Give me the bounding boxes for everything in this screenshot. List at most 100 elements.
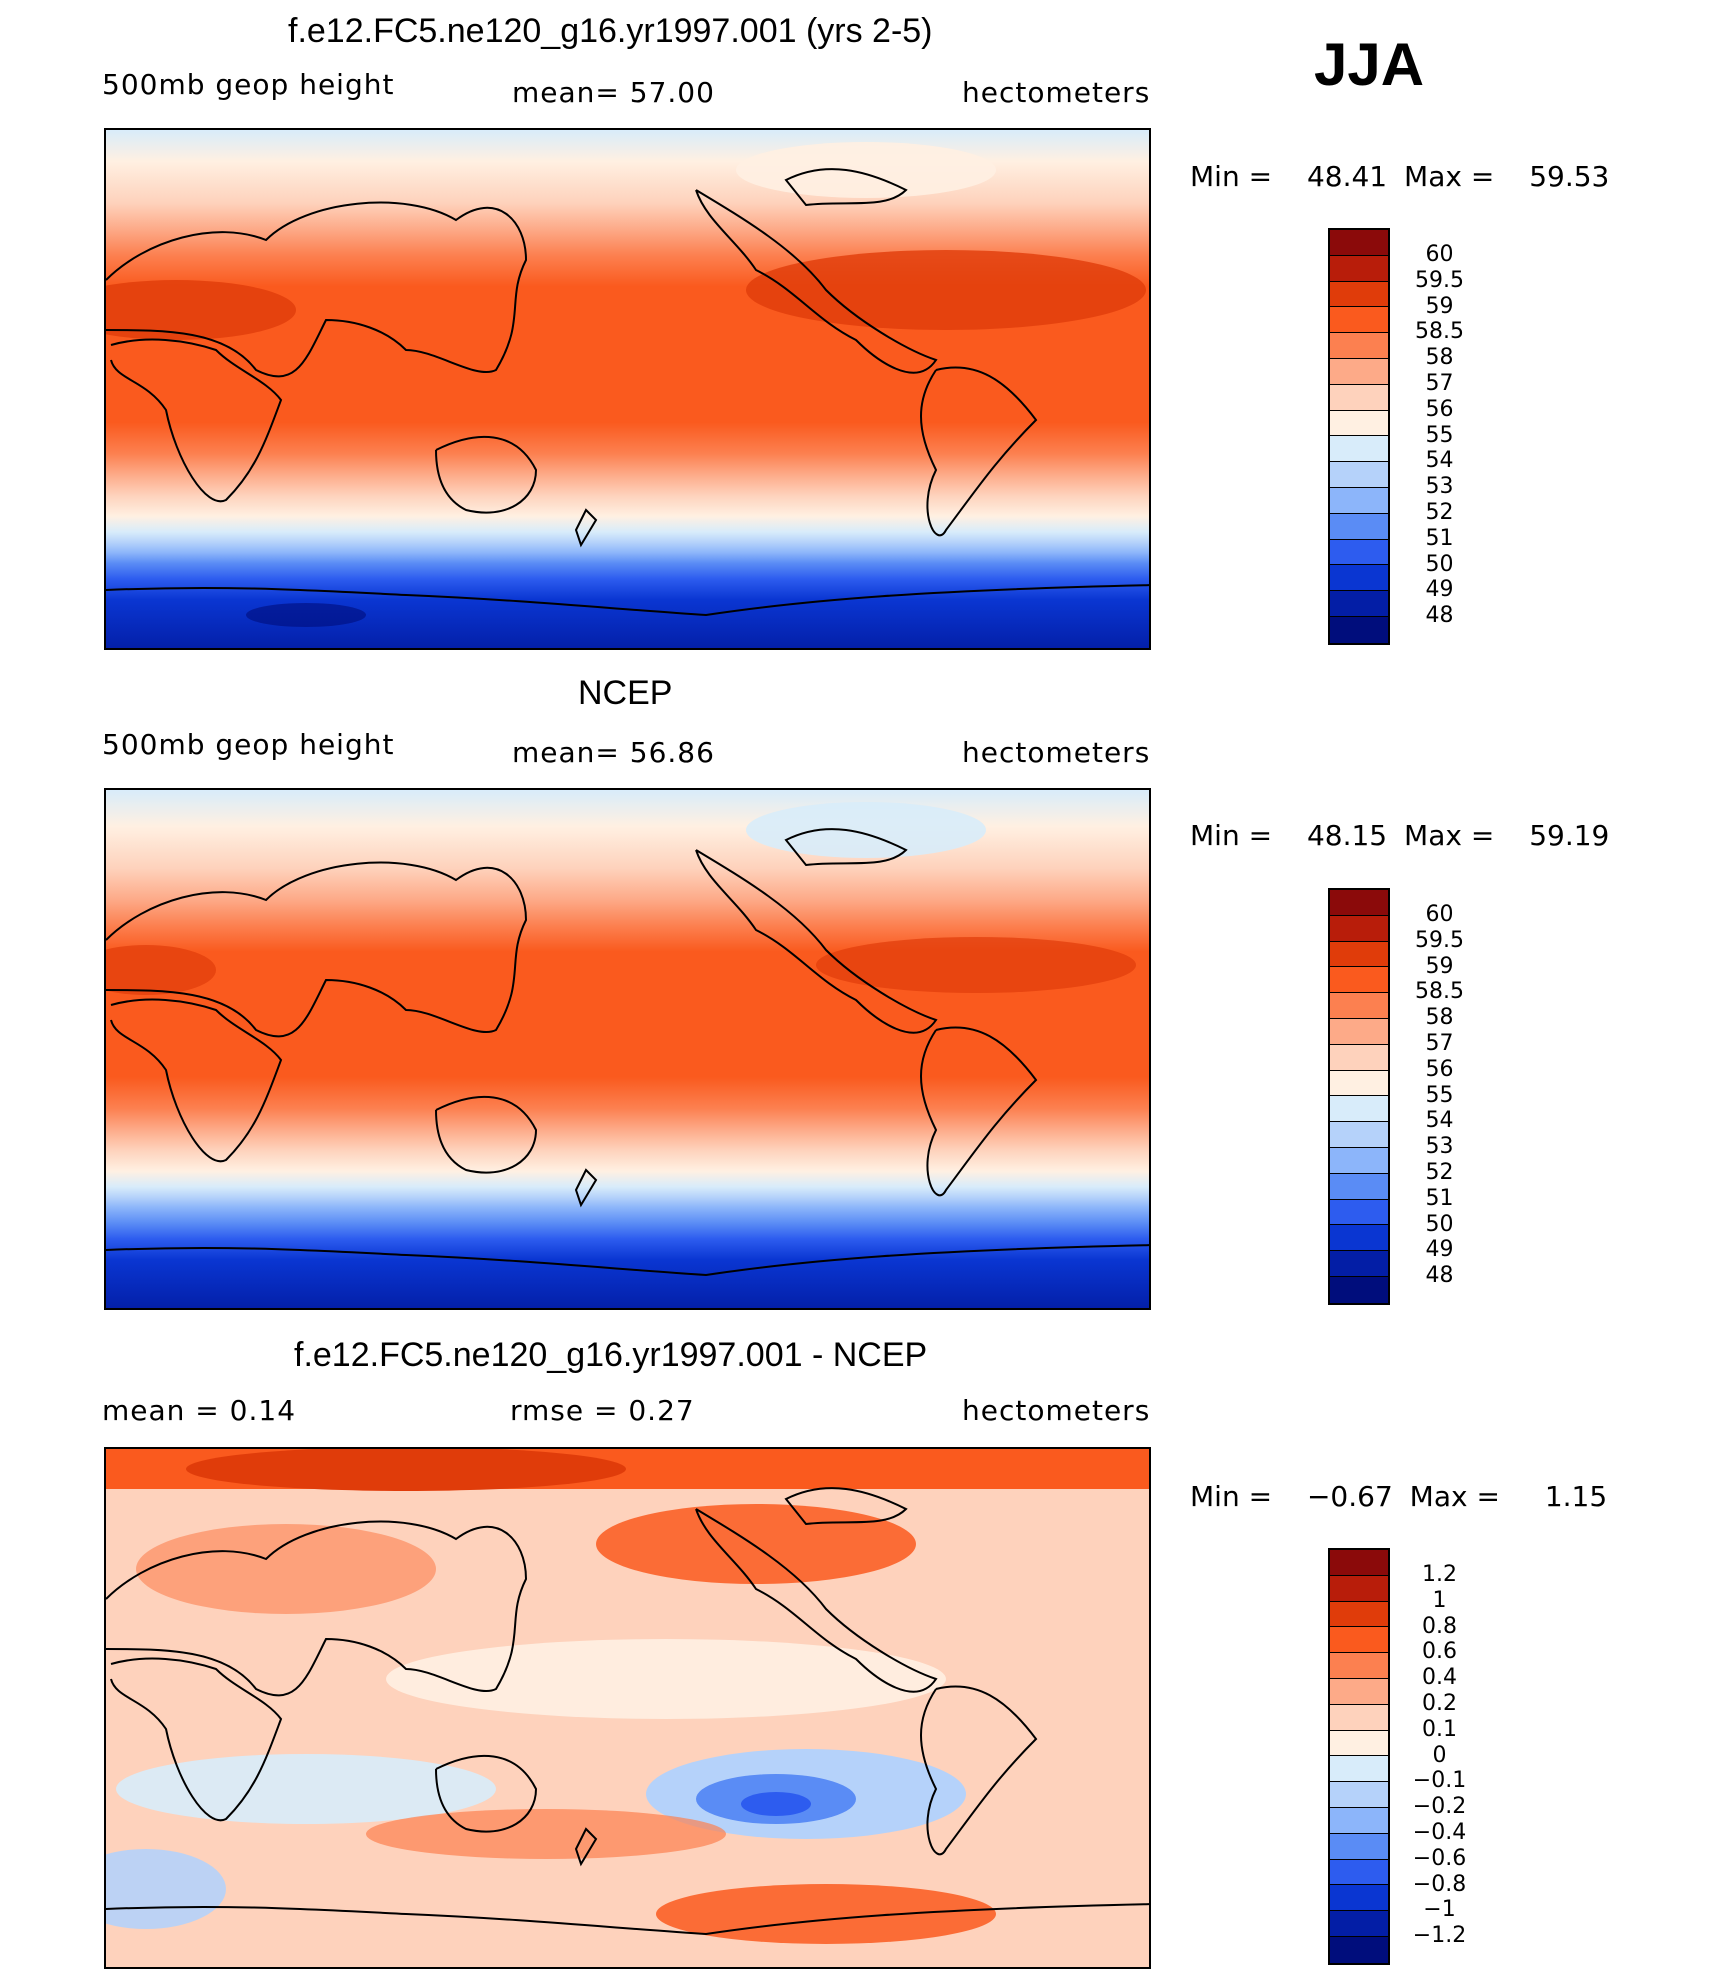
colorbar-swatch bbox=[1330, 281, 1388, 308]
colorbar-swatch bbox=[1330, 1653, 1388, 1679]
colorbar-tick-label: −0.2 bbox=[1412, 1794, 1467, 1820]
high-pressure-atlantic bbox=[816, 937, 1136, 993]
colorbar-swatch bbox=[1330, 384, 1388, 411]
colorbar-tick-label: 58.5 bbox=[1415, 319, 1464, 345]
colorbar-tick-label: 58 bbox=[1425, 1005, 1454, 1031]
colorbar-swatch bbox=[1330, 462, 1388, 488]
colorbar-tick-label: 0.4 bbox=[1422, 1665, 1457, 1691]
colorbar-swatch bbox=[1330, 230, 1388, 256]
colorbar-swatch bbox=[1330, 307, 1388, 334]
colorbar-tick-label: 50 bbox=[1425, 1211, 1454, 1237]
colorbar-swatch bbox=[1330, 1833, 1388, 1860]
south-pacific-core bbox=[741, 1792, 811, 1816]
panel-obs-title: NCEP bbox=[578, 674, 673, 712]
indian-ocean-cool bbox=[116, 1754, 496, 1824]
colorbar-tick-label: 59 bbox=[1425, 953, 1454, 979]
colorbar-tick-label: 0 bbox=[1432, 1742, 1447, 1768]
high-pressure-africa bbox=[106, 280, 296, 340]
colorbar-tick-label: −0.4 bbox=[1412, 1820, 1467, 1845]
colorbar-swatch bbox=[1330, 333, 1388, 359]
colorbar-swatch bbox=[1330, 1225, 1388, 1252]
colorbar-swatch bbox=[1330, 358, 1388, 385]
colorbar-swatch bbox=[1330, 1276, 1388, 1303]
colorbar-swatch bbox=[1330, 941, 1388, 968]
panel-model-minmax: Min = 48.41 Max = 59.53 bbox=[1190, 160, 1609, 193]
colorbar-swatch bbox=[1330, 1601, 1388, 1628]
min-label: Min = bbox=[1190, 819, 1273, 852]
colorbar-swatch bbox=[1330, 1704, 1388, 1731]
colorbar-tick-label: 59 bbox=[1425, 293, 1454, 319]
colorbar-tick-label: −0.8 bbox=[1412, 1871, 1467, 1897]
colorbar-tick-label: 50 bbox=[1425, 551, 1454, 577]
colorbar-tick-label: 55 bbox=[1425, 1082, 1454, 1108]
panel-obs-minmax: Min = 48.15 Max = 59.19 bbox=[1190, 819, 1609, 852]
min-value: −0.67 bbox=[1306, 1480, 1393, 1513]
colorbar-swatch bbox=[1330, 1936, 1388, 1963]
colorbar-swatch bbox=[1330, 1122, 1388, 1148]
panel-model-title: f.e12.FC5.ne120_g16.yr1997.001 (yrs 2-5) bbox=[288, 12, 933, 50]
panel-obs-mean-label: mean= 56.86 bbox=[512, 736, 715, 769]
tropical-neutral bbox=[386, 1639, 946, 1719]
colorbar-tick-label: 56 bbox=[1425, 396, 1454, 422]
max-value: 59.53 bbox=[1529, 160, 1610, 193]
colorbar-tick-label: 60 bbox=[1425, 902, 1454, 927]
colorbar-swatch bbox=[1330, 1251, 1388, 1277]
colorbar-tick-label: 58.5 bbox=[1415, 979, 1464, 1005]
panel-model-units-label: hectometers bbox=[962, 76, 1151, 109]
colorbar-tick-label: 49 bbox=[1425, 1237, 1454, 1263]
colorbar-swatch bbox=[1330, 1885, 1388, 1912]
colorbar-tick-label: 59.5 bbox=[1415, 927, 1464, 953]
colorbar-tick-label: −1 bbox=[1423, 1897, 1456, 1923]
max-label: Max = bbox=[1404, 160, 1495, 193]
colorbar-tick-label: 55 bbox=[1425, 422, 1454, 448]
colorbar-swatch bbox=[1330, 1044, 1388, 1071]
field-fill bbox=[106, 790, 1149, 1308]
panel-diff-minmax: Min = −0.67 Max = 1.15 bbox=[1190, 1480, 1607, 1513]
arctic-max bbox=[186, 1449, 626, 1491]
colorbar-swatch bbox=[1330, 890, 1388, 916]
colorbar-tick-label: 52 bbox=[1425, 1160, 1454, 1185]
colorbar-swatch bbox=[1330, 1550, 1388, 1576]
colorbar-tick-label: 54 bbox=[1425, 1108, 1454, 1134]
colorbar-tick-label: −0.6 bbox=[1412, 1845, 1467, 1871]
colorbar-swatch bbox=[1330, 616, 1388, 643]
colorbar-tick-label: 1 bbox=[1432, 1587, 1447, 1613]
north-pacific-warm bbox=[596, 1504, 916, 1584]
colorbar-tick-label: −1.2 bbox=[1412, 1923, 1467, 1949]
colorbar-swatch bbox=[1330, 255, 1388, 282]
colorbar-tick-label: 0.2 bbox=[1422, 1691, 1457, 1716]
min-label: Min = bbox=[1190, 160, 1273, 193]
colorbar-swatch bbox=[1330, 1859, 1388, 1886]
colorbar-tick-label: 48 bbox=[1425, 1263, 1454, 1289]
antarctic-low bbox=[246, 603, 366, 627]
polar-low bbox=[736, 142, 996, 198]
colorbar-tick-label: 54 bbox=[1425, 448, 1454, 474]
panel-diff-map bbox=[104, 1447, 1151, 1969]
colorbar-swatch bbox=[1330, 436, 1388, 463]
coastlines bbox=[106, 168, 1149, 617]
coastlines bbox=[106, 828, 1149, 1277]
colorbar-swatch bbox=[1330, 993, 1388, 1019]
panel-diff-rmse-label: rmse = 0.27 bbox=[510, 1394, 695, 1427]
min-value: 48.41 bbox=[1306, 160, 1388, 193]
colorbar-tick-label: 0.1 bbox=[1422, 1716, 1457, 1742]
high-pressure-atlantic bbox=[746, 250, 1146, 330]
panel-obs-field-label: 500mb geop height bbox=[102, 728, 395, 761]
colorbar-tick-label: 0.8 bbox=[1422, 1613, 1457, 1639]
colorbar-swatch bbox=[1330, 1756, 1388, 1783]
panel-model-map bbox=[104, 128, 1151, 650]
colorbar-swatch bbox=[1330, 487, 1388, 514]
colorbar-swatch bbox=[1330, 1096, 1388, 1123]
colorbar-tick-label: 58 bbox=[1425, 345, 1454, 371]
panel-obs-map bbox=[104, 788, 1151, 1310]
colorbar-tick-label: 49 bbox=[1425, 577, 1454, 603]
colorbar-tick-label: 57 bbox=[1425, 371, 1454, 396]
colorbar-tick-label: −0.1 bbox=[1412, 1768, 1467, 1794]
panel-model-field-label: 500mb geop height bbox=[102, 68, 395, 101]
colorbar-tick-label: 59.5 bbox=[1415, 267, 1464, 293]
colorbar-swatch bbox=[1330, 1199, 1388, 1226]
colorbar-swatch bbox=[1330, 1070, 1388, 1097]
max-value: 1.15 bbox=[1544, 1480, 1608, 1513]
colorbar-swatch bbox=[1330, 1678, 1388, 1705]
panel-model-mean-label: mean= 57.00 bbox=[512, 76, 715, 109]
